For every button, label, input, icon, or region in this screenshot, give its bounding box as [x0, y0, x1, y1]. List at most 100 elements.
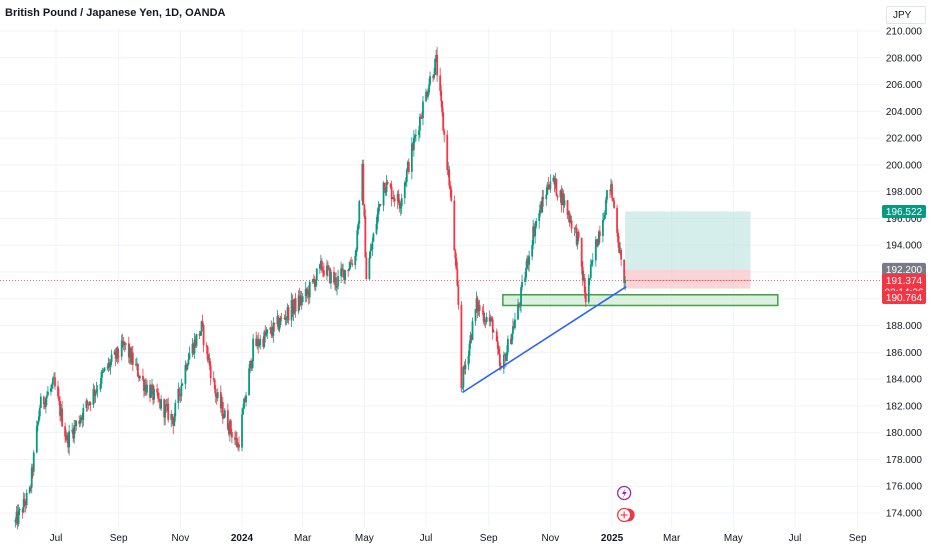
candle-body	[327, 265, 329, 269]
candle-body	[200, 321, 203, 332]
candle-body	[524, 277, 526, 282]
candle-body	[382, 182, 385, 206]
candle-body	[130, 352, 133, 363]
candle-body	[595, 239, 598, 247]
candle-body	[420, 116, 422, 118]
candle-body	[80, 417, 83, 421]
candle-body	[560, 190, 563, 206]
x-tick-label: Jul	[420, 533, 433, 544]
price-tag-label: 196.522	[886, 207, 923, 218]
price-tag-label: 192.200	[886, 265, 923, 276]
y-tick-label: 198.000	[886, 187, 923, 198]
candle-body	[548, 188, 551, 190]
candle-body	[375, 223, 378, 234]
candle-body	[447, 169, 450, 171]
candle-body	[195, 333, 198, 346]
candle-body	[419, 116, 421, 131]
candle-body	[481, 310, 484, 312]
candle-body	[123, 341, 126, 345]
candle-body	[108, 362, 111, 368]
chart-title: British Pound / Japanese Yen, 1D, OANDA	[5, 7, 226, 19]
y-tick-label: 200.000	[886, 160, 923, 171]
candle-body	[51, 384, 53, 389]
event-icons[interactable]	[617, 485, 635, 523]
candle-body	[156, 389, 158, 393]
candle-body	[498, 353, 501, 366]
candle-body	[219, 392, 222, 409]
candle-body	[57, 386, 59, 397]
candle-body	[99, 383, 102, 390]
candle-body	[456, 269, 459, 286]
candle-body	[496, 341, 499, 349]
drawing-zones[interactable]	[502, 211, 779, 307]
candle-body	[262, 338, 265, 347]
candle-body	[552, 177, 555, 182]
candle-body	[38, 407, 41, 417]
candle-body	[39, 396, 42, 408]
candle-body	[392, 197, 395, 199]
candle-body	[144, 384, 146, 392]
candle-body	[24, 503, 27, 506]
candle-body	[255, 338, 258, 346]
candle-body	[192, 343, 195, 354]
candle-body	[72, 429, 75, 439]
x-axis[interactable]: Jul Sep Nov 2024 Mar May Jul Sep Nov 2025 Mar May Ju…	[50, 533, 867, 544]
y-tick-label: 196.000	[886, 214, 923, 225]
x-tick-label: 2025	[601, 533, 624, 544]
candle-body	[422, 101, 424, 119]
currency-selector[interactable]: JPY	[886, 6, 926, 24]
candle-body	[174, 403, 177, 417]
candle-body	[432, 76, 434, 78]
candle-body	[137, 376, 140, 379]
candle-body	[184, 364, 187, 384]
y-tick-label: 176.000	[886, 482, 923, 493]
support-zone	[502, 294, 779, 307]
candle-body	[32, 452, 35, 472]
overlays[interactable]	[0, 279, 880, 394]
y-tick-label: 180.000	[886, 428, 923, 439]
candle-body	[163, 399, 166, 418]
candle-body	[297, 295, 300, 312]
candle-body	[525, 267, 527, 278]
candle-body	[235, 438, 237, 440]
candle-body	[553, 177, 556, 185]
price-tag	[882, 204, 926, 218]
candle-body	[545, 194, 548, 200]
candle-body	[583, 278, 586, 293]
candle-body	[344, 270, 347, 280]
candle-body	[463, 366, 466, 370]
candle-body	[278, 325, 281, 330]
candle-body	[527, 258, 530, 265]
candle-body	[193, 339, 196, 354]
candle-body	[199, 331, 202, 336]
candle-body	[542, 197, 545, 200]
x-tick-label: Sep	[480, 533, 498, 544]
candle-body	[477, 305, 480, 312]
candle-body	[334, 277, 336, 283]
candle-body	[526, 258, 528, 268]
candle-body	[205, 345, 208, 347]
candle-body	[319, 260, 322, 265]
candle-body	[363, 204, 366, 217]
candle-body	[358, 201, 361, 224]
candle-body	[485, 317, 488, 322]
candle-body	[418, 130, 420, 135]
candle-body	[469, 335, 472, 344]
candle-body	[221, 402, 224, 419]
candle-body	[271, 333, 274, 336]
last-price-value: 191.374	[886, 276, 923, 287]
price-tag	[882, 291, 926, 305]
candle-body	[229, 420, 232, 433]
candle-body	[122, 341, 125, 346]
candle-body	[17, 510, 20, 524]
candle-body	[131, 352, 134, 365]
candle-body	[541, 197, 544, 213]
candle-body	[321, 269, 324, 271]
candle-body	[208, 358, 211, 366]
price-tag	[882, 262, 926, 276]
candle-body	[82, 407, 85, 420]
candle-body	[178, 388, 181, 395]
candle-body	[620, 250, 623, 260]
candle-body	[273, 322, 276, 325]
